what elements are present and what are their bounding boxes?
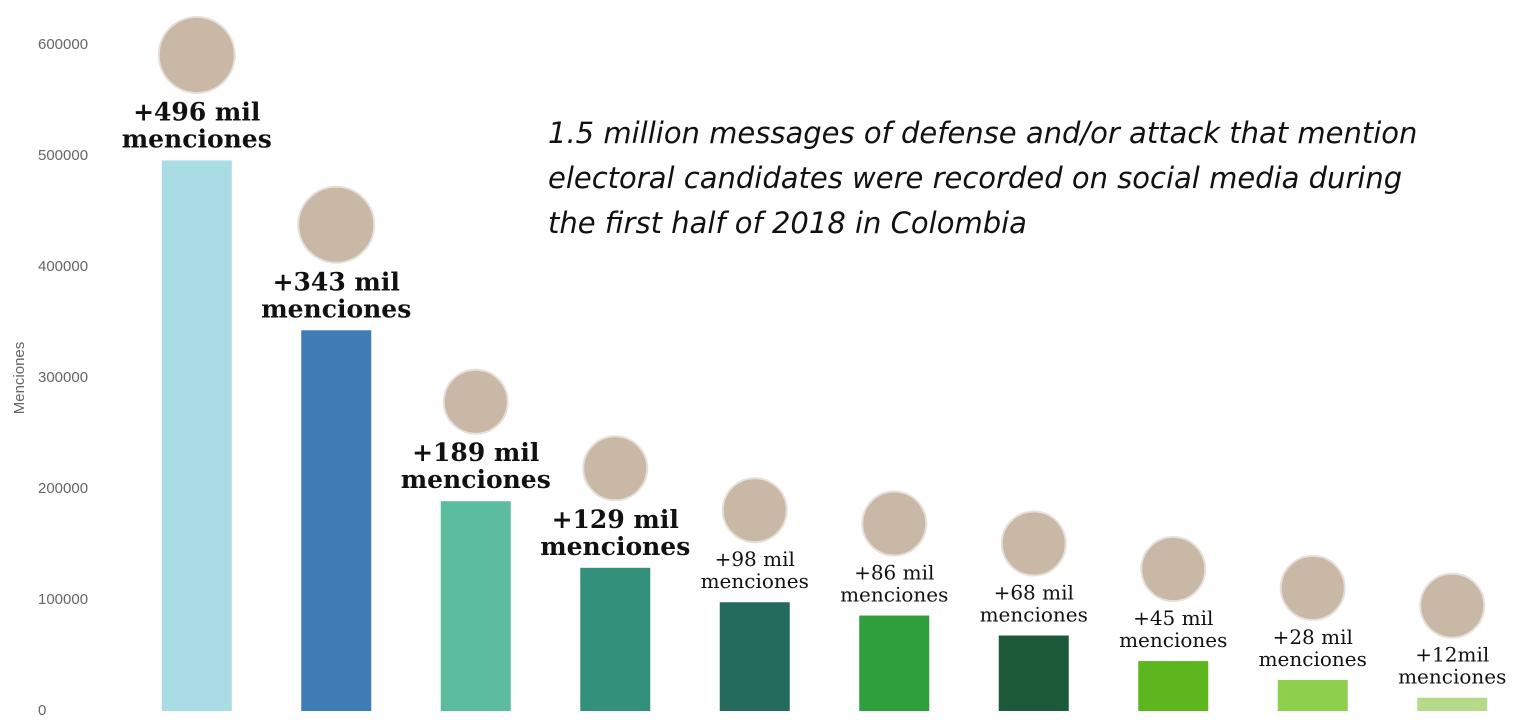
value-label-line: +343 mil xyxy=(273,267,400,296)
value-label: +98 mil menciones xyxy=(701,547,809,593)
value-label-line: +98 mil xyxy=(715,547,795,571)
value-label-line: +45 mil xyxy=(1133,606,1213,630)
value-label: +129 mil menciones xyxy=(540,504,690,560)
annotation: electoral candidates were recorded on so… xyxy=(548,161,1402,195)
y-tick-label: 600000 xyxy=(38,36,88,53)
candidate-photo xyxy=(1419,572,1486,639)
bar xyxy=(1277,679,1348,711)
y-tick-label: 100000 xyxy=(38,591,88,608)
candidate-photo xyxy=(1000,510,1067,577)
bar xyxy=(1417,697,1488,711)
value-label: +68 mil menciones xyxy=(980,580,1088,626)
value-label-line: +189 mil xyxy=(412,438,539,467)
bar xyxy=(859,615,930,711)
value-label-line: menciones xyxy=(1398,664,1506,688)
value-label-line: menciones xyxy=(401,465,551,494)
candidate-photo xyxy=(442,368,509,435)
value-label: +28 mil menciones xyxy=(1259,624,1367,670)
value-label-line: menciones xyxy=(840,582,948,606)
value-label-line: +68 mil xyxy=(994,580,1074,604)
annotation: the first half of 2018 in Colombia xyxy=(548,206,1027,240)
y-axis-label: Menciones xyxy=(11,342,28,415)
value-label-line: +28 mil xyxy=(1273,624,1353,648)
candidate-photo xyxy=(297,185,376,264)
value-label-line: menciones xyxy=(1119,628,1227,652)
value-label-line: menciones xyxy=(701,569,809,593)
candidate-photo xyxy=(721,477,788,544)
y-tick-label: 200000 xyxy=(38,480,88,497)
bar xyxy=(719,602,790,711)
value-label-line: +12mil xyxy=(1415,642,1489,666)
value-label-line: menciones xyxy=(1259,646,1367,670)
value-label: +12mil menciones xyxy=(1398,642,1506,688)
y-tick-label: 500000 xyxy=(38,147,88,164)
bar xyxy=(580,567,651,711)
y-tick-label: 300000 xyxy=(38,369,88,386)
value-label-line: +496 mil xyxy=(133,97,260,126)
value-label-line: +86 mil xyxy=(854,560,934,584)
candidate-photo xyxy=(1279,554,1346,621)
value-label-line: +129 mil xyxy=(552,504,679,533)
value-label-line: menciones xyxy=(122,124,272,153)
value-label-line: menciones xyxy=(540,531,690,560)
value-label: +189 mil menciones xyxy=(401,438,551,494)
value-label-line: menciones xyxy=(980,602,1088,626)
y-tick-label: 400000 xyxy=(38,258,88,275)
annotation: 1.5 million messages of defense and/or a… xyxy=(548,116,1417,150)
bar xyxy=(1138,661,1209,711)
value-label: +496 mil menciones xyxy=(122,97,272,153)
value-label: +343 mil menciones xyxy=(261,267,411,323)
value-label-line: menciones xyxy=(261,294,411,323)
value-label: +86 mil menciones xyxy=(840,560,948,606)
candidate-photo xyxy=(582,435,649,502)
y-tick-label: 0 xyxy=(38,702,46,719)
bar xyxy=(440,501,511,711)
candidate-photo xyxy=(157,15,236,94)
value-label: +45 mil menciones xyxy=(1119,606,1227,652)
bar xyxy=(301,330,372,711)
bar xyxy=(998,635,1069,711)
candidate-photo xyxy=(1140,536,1207,603)
bar xyxy=(161,160,232,711)
candidate-photo xyxy=(861,490,928,557)
